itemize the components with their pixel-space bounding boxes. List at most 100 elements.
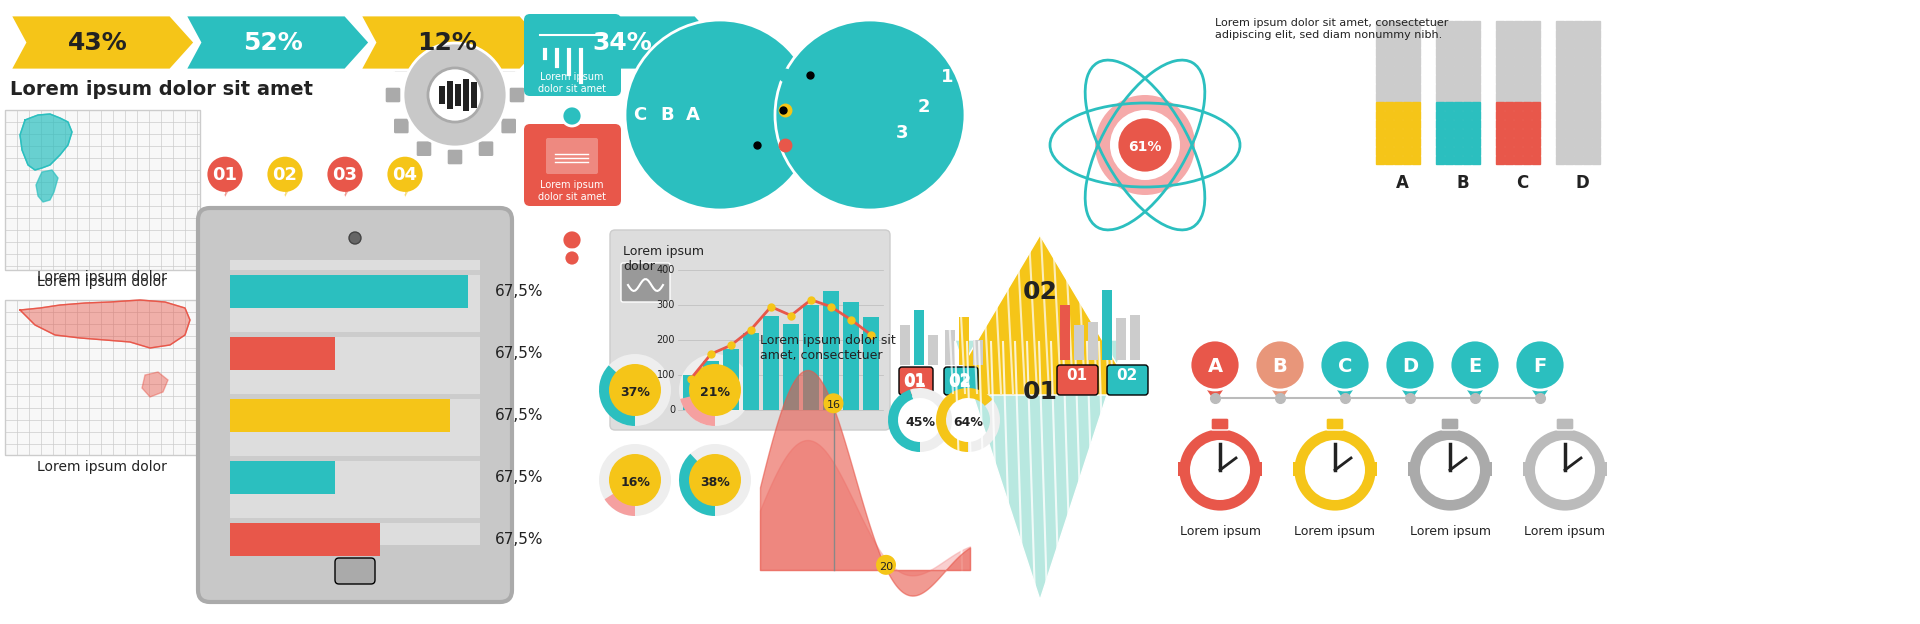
Text: 67,5%: 67,5% xyxy=(495,285,543,300)
Text: 21%: 21% xyxy=(701,386,730,399)
Bar xyxy=(230,332,480,337)
Circle shape xyxy=(1256,340,1306,390)
Bar xyxy=(1116,318,1125,360)
Bar xyxy=(724,349,739,410)
Wedge shape xyxy=(968,399,1000,452)
Bar xyxy=(1484,462,1492,476)
Text: 02: 02 xyxy=(1116,368,1139,383)
FancyBboxPatch shape xyxy=(447,25,463,41)
Text: 2: 2 xyxy=(918,98,931,116)
Text: 16: 16 xyxy=(826,401,841,411)
Polygon shape xyxy=(273,174,298,197)
Text: 45%: 45% xyxy=(904,416,935,429)
FancyBboxPatch shape xyxy=(394,118,409,134)
Circle shape xyxy=(267,155,303,193)
Circle shape xyxy=(1515,340,1565,390)
Text: 04: 04 xyxy=(392,166,417,184)
Bar xyxy=(230,523,380,556)
Text: Lorem ipsum: Lorem ipsum xyxy=(1179,525,1261,538)
Polygon shape xyxy=(405,174,419,197)
Text: 3: 3 xyxy=(897,124,908,142)
FancyBboxPatch shape xyxy=(1442,418,1459,430)
Circle shape xyxy=(1407,428,1492,512)
Polygon shape xyxy=(954,340,1125,600)
Bar xyxy=(783,324,799,410)
Text: 12%: 12% xyxy=(419,31,478,54)
Text: A: A xyxy=(1208,358,1223,376)
Bar xyxy=(945,330,954,365)
Circle shape xyxy=(1421,440,1480,500)
FancyBboxPatch shape xyxy=(1555,418,1574,430)
Circle shape xyxy=(803,47,939,183)
Text: 400: 400 xyxy=(657,265,676,275)
Bar xyxy=(230,275,467,308)
Bar xyxy=(803,305,820,410)
Text: Lorem ipsum: Lorem ipsum xyxy=(1524,525,1605,538)
Bar xyxy=(824,291,839,410)
Bar xyxy=(958,317,970,365)
FancyBboxPatch shape xyxy=(620,263,670,302)
Text: Lorem ipsum dolor: Lorem ipsum dolor xyxy=(36,460,167,474)
Polygon shape xyxy=(1271,390,1288,402)
Wedge shape xyxy=(889,389,920,452)
Bar xyxy=(1089,322,1098,360)
Text: 38%: 38% xyxy=(701,475,730,489)
Circle shape xyxy=(1094,95,1194,195)
Circle shape xyxy=(403,43,507,147)
Circle shape xyxy=(626,20,814,210)
Bar xyxy=(1060,305,1069,360)
Text: E: E xyxy=(1469,358,1482,376)
Text: Lorem ipsum dolor: Lorem ipsum dolor xyxy=(791,137,908,150)
Bar xyxy=(1599,462,1607,476)
Bar xyxy=(1407,462,1417,476)
Text: Lorem ipsum dolor: Lorem ipsum dolor xyxy=(36,275,167,289)
Circle shape xyxy=(1190,440,1250,500)
Text: 02: 02 xyxy=(1023,280,1058,304)
Polygon shape xyxy=(346,174,359,197)
Text: 01: 01 xyxy=(904,373,925,388)
FancyBboxPatch shape xyxy=(1327,418,1344,430)
Bar xyxy=(684,375,699,410)
Text: 64%: 64% xyxy=(952,416,983,429)
Circle shape xyxy=(653,47,787,183)
Bar xyxy=(230,461,334,494)
FancyBboxPatch shape xyxy=(509,87,524,103)
Text: A: A xyxy=(1396,174,1409,192)
Circle shape xyxy=(689,364,741,416)
Polygon shape xyxy=(142,372,169,397)
Text: 02: 02 xyxy=(948,373,972,388)
FancyBboxPatch shape xyxy=(478,140,493,157)
Text: F: F xyxy=(1534,358,1548,376)
Wedge shape xyxy=(680,390,714,426)
Circle shape xyxy=(563,106,582,126)
Text: Lorem ipsum: Lorem ipsum xyxy=(1294,525,1375,538)
Circle shape xyxy=(1450,340,1500,390)
Polygon shape xyxy=(945,235,1135,395)
Circle shape xyxy=(1292,428,1377,512)
Bar xyxy=(230,260,480,545)
Bar xyxy=(6,110,200,270)
Text: Lorem ipsum dolor: Lorem ipsum dolor xyxy=(791,102,908,115)
FancyBboxPatch shape xyxy=(447,149,463,165)
Polygon shape xyxy=(19,114,73,170)
Bar xyxy=(762,316,780,410)
Bar xyxy=(927,335,939,365)
Bar xyxy=(843,301,858,410)
Bar xyxy=(230,270,480,275)
Bar xyxy=(914,310,924,365)
Bar xyxy=(1292,462,1302,476)
Polygon shape xyxy=(332,174,359,197)
Polygon shape xyxy=(10,15,196,70)
Circle shape xyxy=(609,454,660,506)
FancyBboxPatch shape xyxy=(394,56,409,72)
Text: 0: 0 xyxy=(668,405,676,415)
Bar xyxy=(470,82,476,108)
FancyBboxPatch shape xyxy=(501,56,516,72)
Polygon shape xyxy=(361,15,545,70)
Bar xyxy=(230,518,480,523)
Circle shape xyxy=(609,364,660,416)
FancyBboxPatch shape xyxy=(899,367,933,395)
Bar xyxy=(440,86,445,104)
Wedge shape xyxy=(680,454,714,516)
FancyBboxPatch shape xyxy=(417,140,432,157)
